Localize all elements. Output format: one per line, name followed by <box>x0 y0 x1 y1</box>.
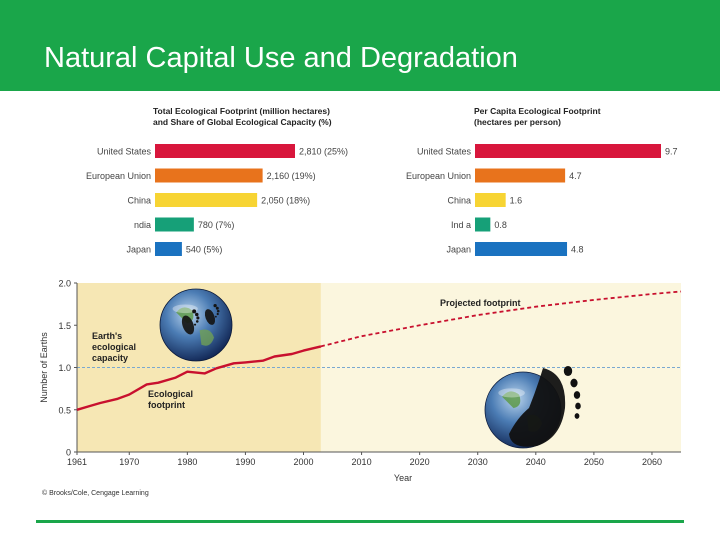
y-tick-label: 2.0 <box>58 279 71 289</box>
y-tick-label: 0 <box>66 448 71 458</box>
bar-value-label: 1.6 <box>510 196 523 206</box>
bar-value-label: 4.7 <box>569 171 582 181</box>
bar-category-label: United States <box>417 147 472 157</box>
bar-category-label: ndia <box>134 220 151 230</box>
bar-category-label: Japan <box>126 245 151 255</box>
x-tick-label: 1980 <box>177 457 197 467</box>
bar-chart-title-line-2: and Share of Global Ecological Capacity … <box>153 117 332 127</box>
bar <box>475 193 506 207</box>
footer-rule <box>36 520 684 523</box>
bar-chart-title-line-2: (hectares per person) <box>474 117 561 127</box>
bar-value-label: 4.8 <box>571 245 584 255</box>
bar-category-label: Japan <box>446 245 471 255</box>
bar-category-label: European Union <box>406 171 471 181</box>
credit-text: © Brooks/Cole, Cengage Learning <box>42 489 149 497</box>
ecological-footprint-line <box>76 345 322 411</box>
y-tick-label: 0.5 <box>58 405 71 415</box>
footprint-annotation-line: footprint <box>148 400 185 410</box>
x-tick-label: 1990 <box>235 457 255 467</box>
bar <box>475 217 491 232</box>
x-tick-label: 2040 <box>526 457 546 467</box>
bar-chart-title-line-1: Per Capita Ecological Footprint <box>474 106 601 116</box>
x-tick-label: 2020 <box>410 457 430 467</box>
bar-chart-title-line-1: Total Ecological Footprint (million hect… <box>153 106 330 116</box>
figure-svg: Total Ecological Footprint (million hect… <box>38 103 682 500</box>
capacity-annotation-line: Earth's <box>92 331 122 341</box>
capacity-annotation-line: ecological <box>92 342 136 352</box>
capacity-annotation-line: capacity <box>92 353 128 363</box>
bar-category-label: China <box>127 196 151 206</box>
bar-category-label: China <box>447 196 471 206</box>
bar-category-label: United States <box>97 147 152 157</box>
bar-category-label: Ind a <box>451 220 471 230</box>
bar-value-label: 540 (5%) <box>186 245 223 255</box>
bar-value-label: 2,050 (18%) <box>261 196 310 206</box>
earth-globe-projected-icon <box>484 365 581 449</box>
x-tick-label: 2050 <box>584 457 604 467</box>
bar <box>475 242 568 256</box>
x-tick-label: 2000 <box>293 457 313 467</box>
bar-category-label: European Union <box>86 171 151 181</box>
figure-panel: Total Ecological Footprint (million hect… <box>38 103 682 500</box>
bar <box>155 242 182 256</box>
bar <box>475 144 661 158</box>
bar-value-label: 2,810 (25%) <box>299 147 348 157</box>
bar-value-label: 2,160 (19%) <box>267 171 316 181</box>
bar-value-label: 0.8 <box>494 220 507 230</box>
x-tick-label: 2010 <box>352 457 372 467</box>
bar <box>155 168 263 183</box>
bar <box>475 168 566 183</box>
x-tick-label: 2060 <box>642 457 662 467</box>
x-axis-label: Year <box>394 473 412 483</box>
bar <box>155 217 194 232</box>
x-tick-label: 1970 <box>119 457 139 467</box>
y-axis-label: Number of Earths <box>39 332 49 403</box>
bar-value-label: 9.7 <box>665 147 678 157</box>
slide-header: Natural Capital Use and Degradation <box>0 0 720 91</box>
y-tick-label: 1.0 <box>58 363 71 373</box>
bar <box>155 144 295 158</box>
x-tick-label: 1961 <box>67 457 87 467</box>
footprint-annotation-line: Ecological <box>148 389 193 399</box>
bar-value-label: 780 (7%) <box>198 220 235 230</box>
earth-globe-historical-icon <box>159 288 233 362</box>
x-tick-label: 2030 <box>468 457 488 467</box>
projected-footprint-line <box>320 290 682 348</box>
y-tick-label: 1.5 <box>58 321 71 331</box>
slide-title: Natural Capital Use and Degradation <box>44 42 518 74</box>
bar <box>155 193 258 207</box>
projected-footprint-annotation: Projected footprint <box>440 298 521 308</box>
